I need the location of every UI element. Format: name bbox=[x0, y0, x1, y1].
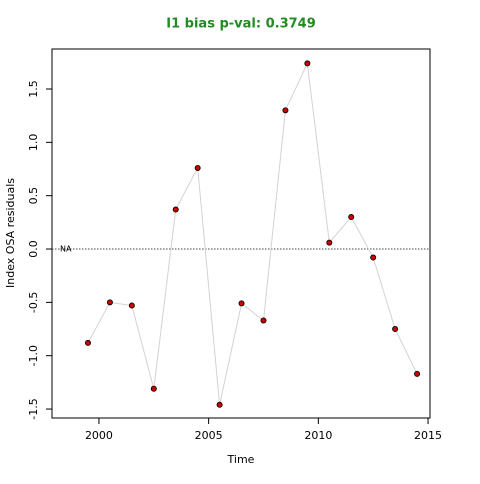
series-line bbox=[87, 61, 418, 405]
data-point bbox=[128, 302, 135, 309]
data-point bbox=[392, 326, 399, 333]
data-point bbox=[304, 60, 311, 67]
data-point bbox=[84, 339, 91, 346]
data-point bbox=[260, 317, 267, 324]
data-point bbox=[216, 401, 223, 408]
data-point bbox=[106, 299, 113, 306]
y-tick-label: -0.5 bbox=[27, 292, 40, 313]
data-point bbox=[172, 206, 179, 213]
y-tick-label: 1.0 bbox=[27, 134, 40, 152]
x-tick-label: 2005 bbox=[195, 429, 223, 442]
chart-title: I1 bias p-val: 0.3749 bbox=[166, 17, 316, 32]
x-axis-label: Time bbox=[227, 453, 255, 466]
y-axis-label: Index OSA residuals bbox=[4, 178, 17, 288]
y-tick-label: -1.0 bbox=[27, 345, 40, 366]
data-point bbox=[194, 164, 201, 171]
annotation: NA bbox=[60, 245, 72, 254]
x-tick-label: 2000 bbox=[85, 429, 113, 442]
plot-frame bbox=[51, 48, 431, 419]
data-point bbox=[370, 254, 377, 261]
data-point bbox=[348, 214, 355, 221]
y-tick-label: -1.5 bbox=[27, 398, 40, 419]
y-tick-label: 1.5 bbox=[27, 80, 40, 98]
data-point bbox=[282, 107, 289, 114]
y-tick-label: 0.5 bbox=[27, 187, 40, 205]
x-tick-label: 2010 bbox=[304, 429, 332, 442]
data-point bbox=[414, 370, 421, 377]
data-point bbox=[326, 239, 333, 246]
data-point bbox=[150, 385, 157, 392]
x-tick-label: 2015 bbox=[414, 429, 442, 442]
y-tick-label: 0.0 bbox=[27, 240, 40, 257]
data-point bbox=[238, 300, 245, 307]
